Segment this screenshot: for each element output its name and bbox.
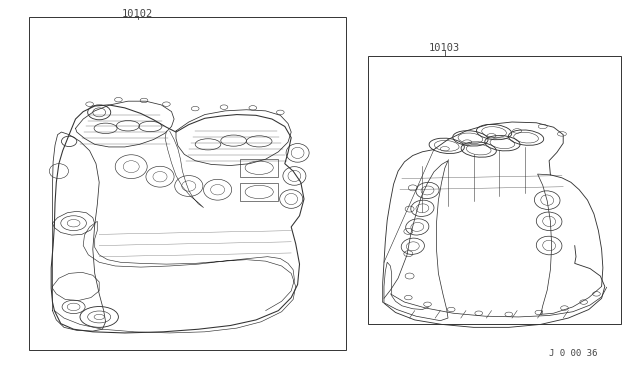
- Text: J 0 00 36: J 0 00 36: [548, 349, 597, 358]
- Text: 10103: 10103: [429, 43, 460, 53]
- Bar: [368, 56, 621, 324]
- Text: 10102: 10102: [122, 9, 153, 19]
- Bar: [29, 17, 346, 350]
- Bar: [240, 183, 278, 201]
- Bar: [240, 159, 278, 177]
